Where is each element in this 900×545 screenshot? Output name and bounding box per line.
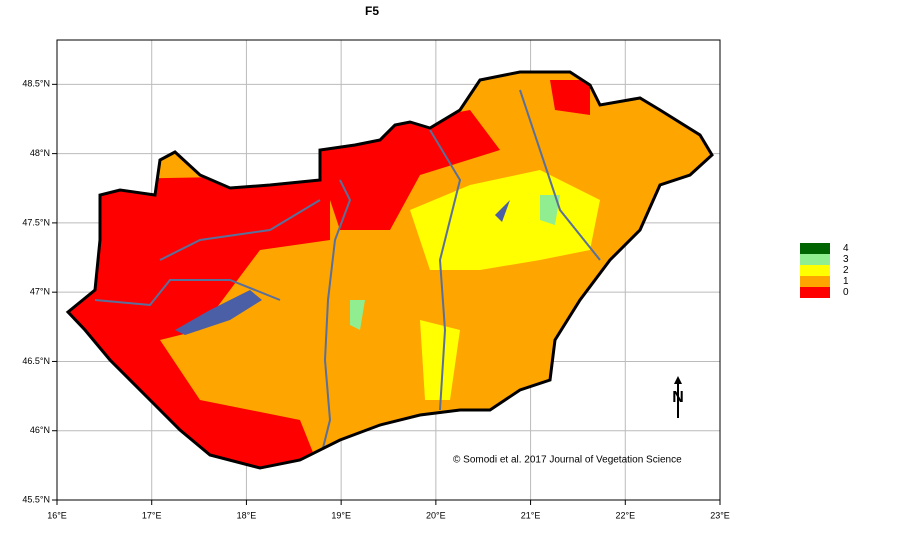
x-tick-label: 22°E: [615, 510, 635, 520]
x-tick-label: 18°E: [237, 510, 257, 520]
legend-label: 2: [843, 265, 849, 276]
country-border: [65, 70, 714, 470]
x-tick-label: 17°E: [142, 510, 162, 520]
legend-swatch: [800, 287, 830, 298]
credit-annotation: © Somodi et al. 2017 Journal of Vegetati…: [453, 455, 682, 466]
y-tick-label: 48°N: [30, 148, 50, 158]
x-tick-label: 21°E: [521, 510, 541, 520]
y-tick-label: 47.5°N: [22, 217, 50, 227]
y-tick-label: 45.5°N: [22, 494, 50, 504]
y-tick-label: 46.5°N: [22, 356, 50, 366]
svg-text:N: N: [672, 389, 684, 406]
class-map: [68, 72, 712, 468]
legend-label: 1: [843, 276, 849, 287]
x-tick-label: 16°E: [47, 510, 67, 520]
legend-label: 4: [843, 243, 849, 254]
map-frame: [56, 39, 721, 501]
north-arrow: N: [672, 376, 684, 418]
x-tick-label: 19°E: [331, 510, 351, 520]
legend-swatch: [800, 276, 830, 287]
y-tick-label: 48.5°N: [22, 79, 50, 89]
legend-swatch: [800, 243, 830, 254]
x-tick-label: 23°E: [710, 510, 730, 520]
y-tick-label: 46°N: [30, 425, 50, 435]
legend-label: 3: [843, 254, 849, 265]
legend-swatch: [800, 254, 830, 265]
map-title: F5: [365, 4, 379, 18]
x-tick-label: 20°E: [426, 510, 446, 520]
y-tick-label: 47°N: [30, 287, 50, 297]
legend-label: 0: [843, 287, 849, 298]
legend-swatch: [800, 265, 830, 276]
